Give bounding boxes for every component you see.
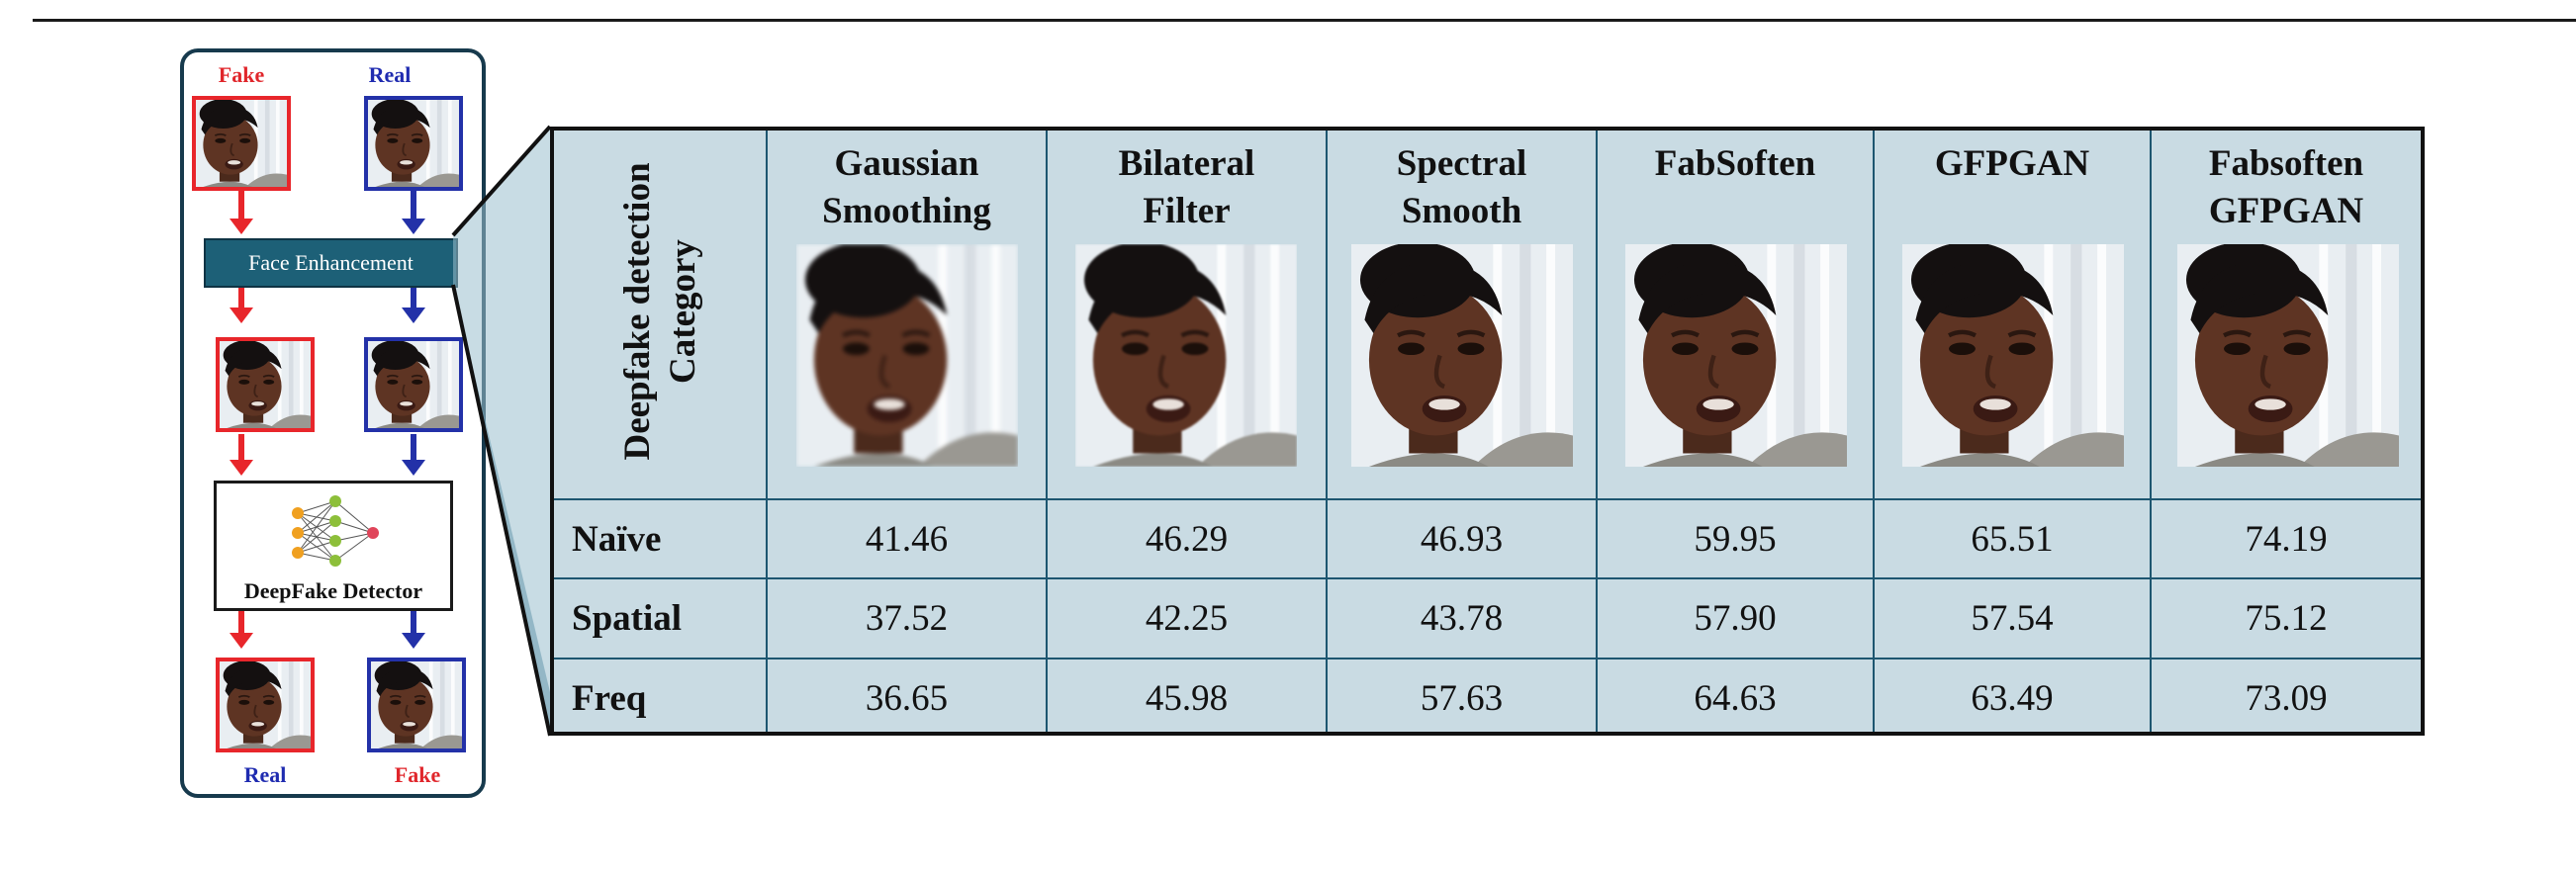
column-header-line: Smoothing xyxy=(822,191,991,231)
table-cell: 63.49 xyxy=(1971,678,2054,719)
column-header-line: Fabsoften xyxy=(2208,143,2364,184)
table-cell: 73.09 xyxy=(2245,678,2328,719)
column-divider xyxy=(1326,131,1328,732)
neural-network-icon xyxy=(292,495,379,567)
column-header-line: Spectral xyxy=(1396,143,1527,184)
row-header-cell: Deepfake detection Category xyxy=(562,138,760,484)
table-cell: 64.63 xyxy=(1694,678,1777,719)
bilateral-filter-face-image xyxy=(1075,244,1297,467)
output-face-image xyxy=(216,658,315,752)
gaussian-smoothing-face-image xyxy=(796,244,1018,467)
table-cell: 46.93 xyxy=(1420,519,1504,560)
fabsoften-gfpgan-face-image xyxy=(2177,244,2399,467)
table-cell: 59.95 xyxy=(1694,519,1777,560)
table-cell: 42.25 xyxy=(1145,598,1229,639)
column-header-line: Filter xyxy=(1143,191,1231,231)
column-divider xyxy=(2150,131,2152,732)
row-header-line: Category xyxy=(663,239,703,384)
face-enhancement-box: Face Enhancement xyxy=(204,238,458,288)
table-cell: 41.46 xyxy=(865,519,949,560)
column-divider xyxy=(1596,131,1598,732)
table-cell: 57.54 xyxy=(1971,598,2054,639)
column-header-fabsoften-gfpgan: Fabsoften GFPGAN xyxy=(2152,140,2421,235)
table-cell: 75.12 xyxy=(2245,598,2328,639)
column-header-fabsoften: FabSoften xyxy=(1598,140,1873,188)
column-header-line: Gaussian xyxy=(834,143,979,184)
table-cell: 57.63 xyxy=(1420,678,1504,719)
column-divider xyxy=(766,131,768,732)
row-header-label: Deepfake detection Category xyxy=(615,162,706,460)
table-cell: 37.52 xyxy=(865,598,949,639)
enhanced-fake-face-image xyxy=(216,337,315,432)
results-table: Deepfake detection Category Gaussian Smoot… xyxy=(550,127,2425,736)
table-cell: 65.51 xyxy=(1971,519,2054,560)
column-header-line: Smooth xyxy=(1401,191,1522,231)
row-header-line: Deepfake detection xyxy=(617,162,658,461)
row-label: Freq xyxy=(572,678,647,719)
fabsoften-face-image xyxy=(1625,244,1847,467)
row-label: Spatial xyxy=(572,598,683,639)
column-header-line: Bilateral xyxy=(1118,143,1255,184)
spectral-smooth-face-image xyxy=(1351,244,1573,467)
column-header-bilateral-filter: Bilateral Filter xyxy=(1048,140,1326,235)
column-header-gaussian-smoothing: Gaussian Smoothing xyxy=(768,140,1046,235)
deepfake-detector-label: DeepFake Detector xyxy=(243,578,423,603)
deepfake-detector-box: DeepFake Detector xyxy=(214,481,453,611)
column-divider xyxy=(1046,131,1048,732)
input-fake-label: Fake xyxy=(218,62,265,87)
row-divider xyxy=(554,577,2421,579)
table-cell: 43.78 xyxy=(1420,598,1504,639)
pipeline-panel: Fake Real Face Enhancement xyxy=(180,48,486,798)
row-label: Naïve xyxy=(572,519,662,560)
row-divider xyxy=(554,498,2421,500)
top-rule xyxy=(33,19,2576,22)
output-real-label: Real xyxy=(243,762,287,787)
table-cell: 45.98 xyxy=(1145,678,1229,719)
input-real-face-image xyxy=(364,96,463,191)
column-header-gfpgan: GFPGAN xyxy=(1875,140,2150,188)
row-divider xyxy=(554,658,2421,659)
input-real-label: Real xyxy=(368,62,412,87)
column-divider xyxy=(1873,131,1875,732)
output-fake-label: Fake xyxy=(394,762,441,787)
gfpgan-face-image xyxy=(1902,244,2124,467)
column-header-line: GFPGAN xyxy=(2208,191,2364,231)
table-cell: 46.29 xyxy=(1145,519,1229,560)
table-cell: 36.65 xyxy=(865,678,949,719)
table-cell: 74.19 xyxy=(2245,519,2328,560)
column-header-line: FabSoften xyxy=(1654,143,1816,184)
column-header-spectral-smooth: Spectral Smooth xyxy=(1328,140,1596,235)
column-header-line: GFPGAN xyxy=(1934,143,2090,184)
output-face-image xyxy=(367,658,466,752)
table-cell: 57.90 xyxy=(1694,598,1777,639)
enhanced-real-face-image xyxy=(364,337,463,432)
input-fake-face-image xyxy=(192,96,291,191)
